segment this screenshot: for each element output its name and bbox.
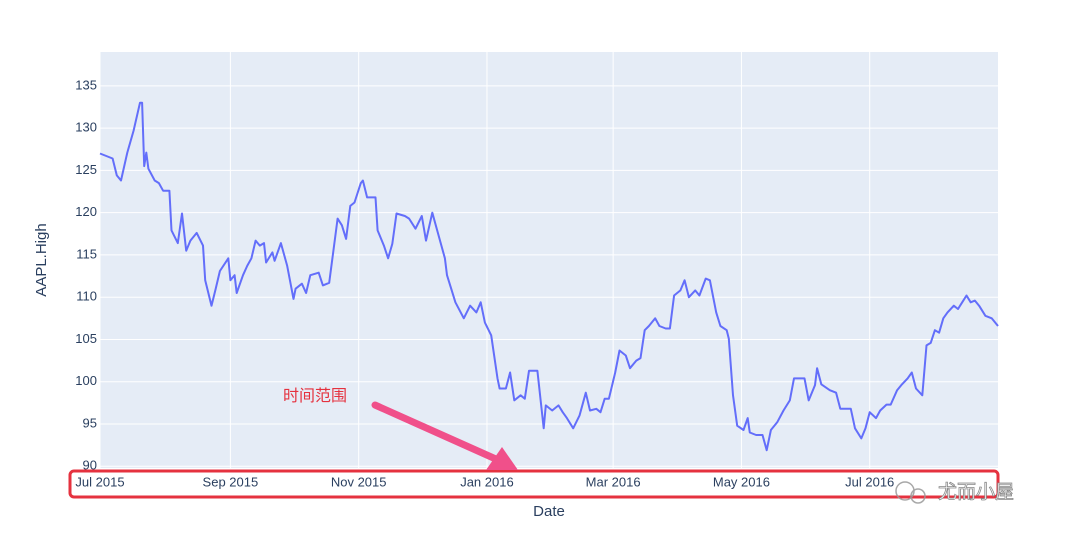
y-axis-title: AAPL.High xyxy=(33,223,50,296)
y-tick-label: 115 xyxy=(76,246,97,261)
watermark: 尤而小屋 xyxy=(938,481,1014,503)
y-tick-label: 100 xyxy=(75,373,97,388)
plot-background xyxy=(100,52,998,468)
x-tick-label: Nov 2015 xyxy=(331,474,387,489)
x-tick-label: Jan 2016 xyxy=(460,474,514,489)
y-tick-label: 120 xyxy=(75,204,97,219)
y-tick-label: 125 xyxy=(75,162,97,177)
y-tick-label: 110 xyxy=(76,289,97,304)
y-tick-label: 90 xyxy=(83,458,97,473)
arrow-head xyxy=(486,447,518,470)
x-tick-label: Sep 2015 xyxy=(203,474,259,489)
y-tick-label: 135 xyxy=(75,77,97,92)
x-axis-title: Date xyxy=(533,503,565,520)
y-tick-label: 105 xyxy=(75,331,97,346)
x-tick-label: May 2016 xyxy=(713,474,770,489)
x-tick-label: Jul 2015 xyxy=(75,474,124,489)
annotation-arrow xyxy=(371,401,502,464)
x-tick-label: Jul 2016 xyxy=(845,474,894,489)
x-tick-label: Mar 2016 xyxy=(586,474,641,489)
annotation-text: 时间范围 xyxy=(283,387,347,405)
watermark-icon xyxy=(895,481,926,504)
price-line xyxy=(99,101,999,452)
highlight-box xyxy=(68,469,1000,499)
y-tick-label: 130 xyxy=(75,120,97,135)
y-tick-label: 95 xyxy=(83,415,97,430)
